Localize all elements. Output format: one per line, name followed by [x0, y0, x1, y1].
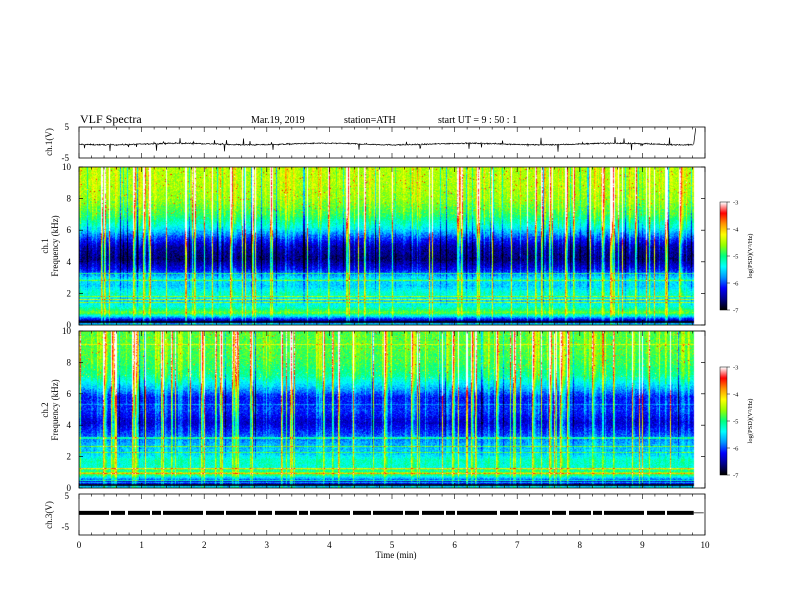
- frequency-tick-label: 6: [67, 389, 72, 399]
- time-axis-ticks: 0 1 2 3 4 5 6 7 8 9 10: [77, 127, 710, 550]
- colorbar-tick-label: -4: [733, 227, 739, 234]
- colorbar-tick-label: -6: [733, 281, 739, 288]
- colorbar-tick-label: -3: [733, 365, 738, 372]
- ch1-ytick-top: 5: [65, 122, 70, 132]
- ch3-waveform-ylabel: ch.3(V): [44, 501, 54, 529]
- colorbar-tick-label: -5: [733, 254, 738, 261]
- colorbar-tick-label: -7: [733, 308, 739, 315]
- ch1-waveform-panel: 5 -5 ch.1(V): [44, 122, 706, 163]
- frequency-tick-label: 0: [67, 483, 72, 493]
- frequency-tick-label: 10: [62, 162, 72, 172]
- header-station: station=ATH: [344, 115, 396, 126]
- ch2-spectrogram-ylabel-channel: ch.2: [40, 402, 50, 417]
- frequency-tick-label: 8: [67, 194, 72, 204]
- frequency-tick-label: 10: [62, 326, 72, 336]
- ch1-colorbar-label: log(PSD)(V²/Hz): [747, 234, 754, 279]
- ch1-ytick-bottom: -5: [62, 153, 70, 163]
- time-tick-label: 8: [578, 540, 583, 550]
- frequency-tick-label: 6: [67, 225, 72, 235]
- figure-title: VLF Spectra: [80, 112, 142, 126]
- time-tick-label: 7: [515, 540, 520, 550]
- ch3-ytick-bottom: -5: [62, 522, 70, 532]
- ch1-colorbar: [720, 202, 727, 310]
- ch2-spectrogram-image: [79, 331, 705, 488]
- ch2-colorbar: [720, 367, 727, 475]
- ch1-waveform-trace: [78, 128, 697, 152]
- ch2-spectrogram-yticks: 0 2 4 6 8 10: [62, 326, 705, 493]
- ch2-spectrogram-ylabel-frequency: Frequency (kHz): [50, 379, 60, 440]
- header-start-ut: start UT = 9 : 50 : 1: [438, 115, 517, 126]
- colorbar-tick-label: -4: [733, 392, 739, 399]
- time-tick-label: 0: [77, 540, 82, 550]
- time-tick-label: 1: [139, 540, 144, 550]
- frequency-tick-label: 8: [67, 357, 72, 367]
- time-tick-label: 9: [640, 540, 645, 550]
- time-tick-label: 5: [390, 540, 395, 550]
- colorbar-tick-label: -3: [733, 200, 738, 207]
- ch1-colorbar-ticks: -3 -4 -5 -6 -7: [727, 200, 739, 315]
- time-tick-label: 2: [202, 540, 207, 550]
- ch2-colorbar-label: log(PSD)(V²/Hz): [747, 399, 754, 444]
- frequency-tick-label: 4: [67, 257, 72, 267]
- ch1-spectrogram-image: [79, 167, 705, 325]
- frequency-tick-label: 2: [67, 288, 72, 298]
- ch2-colorbar-ticks: -3 -4 -5 -6 -7: [727, 365, 739, 480]
- ch1-spectrogram-ylabel-channel: ch.1: [40, 238, 50, 253]
- frequency-tick-label: 4: [67, 420, 72, 430]
- header-date: Mar.19, 2019: [251, 115, 305, 126]
- time-axis-label: Time (min): [376, 550, 417, 560]
- ch1-spectrogram-ylabel-frequency: Frequency (kHz): [50, 215, 60, 276]
- ch1-spectrogram-yticks: 0 2 4 6 8 10: [62, 162, 705, 330]
- colorbar-tick-label: -7: [733, 473, 739, 480]
- colorbar-tick-label: -5: [733, 419, 738, 426]
- frequency-tick-label: 2: [67, 452, 72, 462]
- ch1-waveform-ylabel: ch.1(V): [44, 128, 54, 156]
- time-tick-label: 10: [701, 540, 711, 550]
- time-tick-label: 3: [265, 540, 270, 550]
- ch3-ytick-top: 5: [65, 491, 70, 501]
- ch3-waveform-panel: 5 -5 ch.3(V) 0 1 2 3 4 5 6 7 8 9 10 Time (min): [44, 127, 710, 560]
- colorbar-tick-label: -6: [733, 446, 739, 453]
- time-tick-label: 4: [327, 540, 332, 550]
- frequency-tick-label: 0: [67, 320, 72, 330]
- time-tick-label: 6: [452, 540, 457, 550]
